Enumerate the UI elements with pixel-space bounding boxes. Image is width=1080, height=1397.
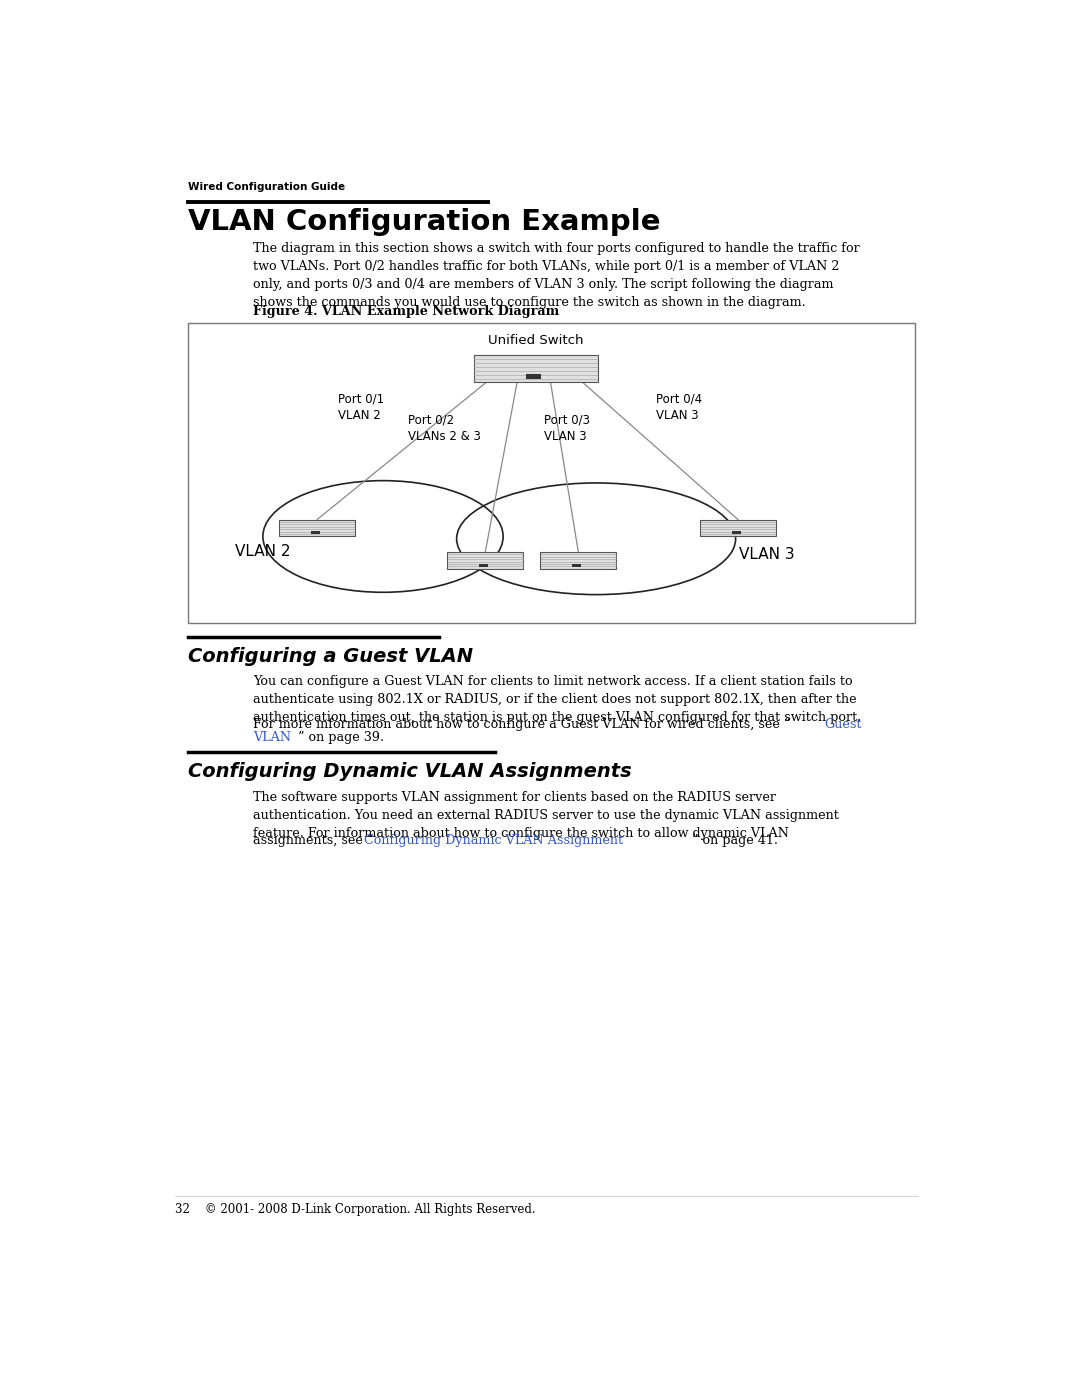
Text: Port 0/2
VLANs 2 & 3: Port 0/2 VLANs 2 & 3 [408, 414, 481, 443]
Bar [279, 520, 355, 536]
Text: For more information about how to configure a Guest VLAN for wired clients, see : For more information about how to config… [253, 718, 791, 732]
Text: Unified Switch: Unified Switch [488, 334, 583, 346]
Text: VLAN Configuration Example: VLAN Configuration Example [188, 208, 660, 236]
Text: ” on page 41.: ” on page 41. [692, 834, 778, 847]
Text: Port 0/4
VLAN 3: Port 0/4 VLAN 3 [656, 393, 702, 422]
Text: The software supports VLAN assignment for clients based on the RADIUS server
aut: The software supports VLAN assignment fo… [253, 791, 839, 840]
Text: The diagram in this section shows a switch with four ports configured to handle : The diagram in this section shows a swit… [253, 242, 860, 309]
Text: 32    © 2001- 2008 D-Link Corporation. All Rights Reserved.: 32 © 2001- 2008 D-Link Corporation. All … [175, 1203, 536, 1217]
Text: Figure 4. VLAN Example Network Diagram: Figure 4. VLAN Example Network Diagram [253, 306, 559, 319]
Text: Configuring Dynamic VLAN Assignments: Configuring Dynamic VLAN Assignments [188, 763, 632, 781]
Bar [526, 374, 541, 379]
Bar [572, 564, 581, 567]
Bar [540, 552, 617, 569]
Bar [480, 564, 488, 567]
Text: VLAN 3: VLAN 3 [739, 546, 795, 562]
Text: Port 0/1
VLAN 2: Port 0/1 VLAN 2 [338, 393, 384, 422]
Bar [700, 520, 775, 536]
Text: Wired Configuration Guide: Wired Configuration Guide [188, 182, 345, 193]
Text: Configuring Dynamic VLAN Assignment: Configuring Dynamic VLAN Assignment [364, 834, 623, 847]
Bar [188, 323, 915, 623]
Bar [732, 531, 741, 535]
Text: ” on page 39.: ” on page 39. [298, 731, 384, 745]
Text: VLAN 2: VLAN 2 [235, 545, 291, 559]
Text: assignments, see “: assignments, see “ [253, 834, 374, 847]
Bar [474, 355, 597, 383]
Text: Port 0/3
VLAN 3: Port 0/3 VLAN 3 [544, 414, 590, 443]
Bar [447, 552, 524, 569]
Text: Configuring a Guest VLAN: Configuring a Guest VLAN [188, 647, 473, 665]
Text: VLAN: VLAN [253, 731, 291, 745]
Text: You can configure a Guest VLAN for clients to limit network access. If a client : You can configure a Guest VLAN for clien… [253, 675, 861, 724]
Bar [311, 531, 320, 535]
Text: Guest: Guest [824, 718, 862, 731]
